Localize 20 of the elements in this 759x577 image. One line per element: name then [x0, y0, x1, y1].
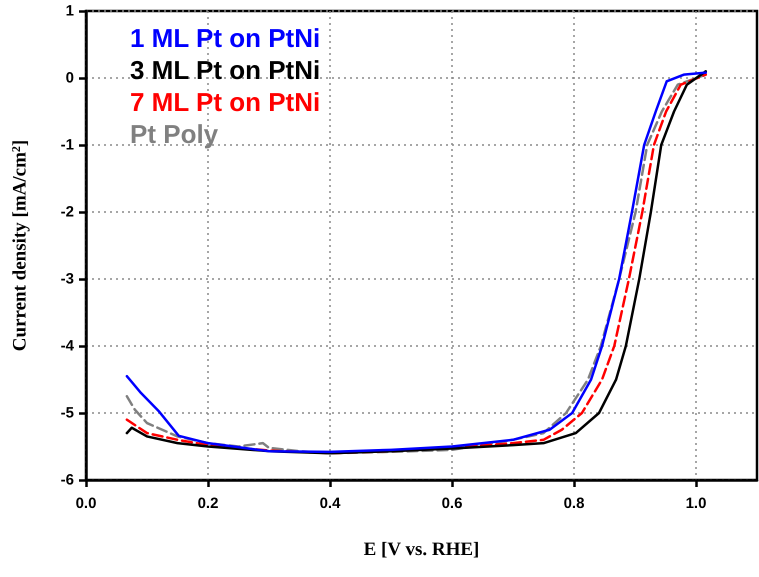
text: Pt Poly [130, 119, 219, 149]
y-tick-label: -1 [60, 136, 74, 154]
y-tick-label: -5 [60, 404, 74, 422]
x-tick-label: 1.0 [686, 495, 706, 512]
y-tick-label: -2 [60, 204, 74, 220]
text: 3 ML Pt on PtNi [130, 55, 320, 85]
y-axis-title: Current density [mA/cm2] [9, 140, 30, 352]
x-tick-label: 0.4 [320, 495, 342, 512]
x-tick-label: 0.6 [442, 495, 462, 512]
y-tick-label: 1 [66, 2, 74, 20]
x-axis-title: E [V vs. RHE] [364, 539, 480, 560]
text: 7 ML Pt on PtNi [130, 87, 320, 117]
y-tick-label: -6 [60, 472, 74, 488]
x-tick-label: 0.8 [564, 495, 584, 512]
y-tick-label: 0 [66, 70, 74, 86]
x-tick-label: 0.2 [198, 495, 218, 512]
x-tick-label: 0.0 [76, 495, 96, 512]
text: 1 ML Pt on PtNi [130, 23, 320, 53]
y-tick-label: -4 [60, 338, 75, 354]
y-tick-label: -3 [60, 270, 74, 288]
